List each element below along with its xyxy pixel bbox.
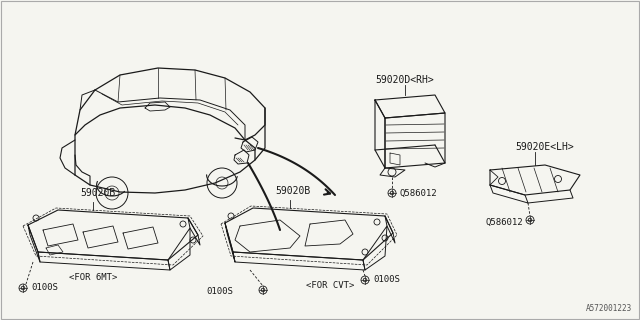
Text: <FOR 6MT>: <FOR 6MT> [69,273,117,282]
Text: 59020B: 59020B [80,188,115,198]
Text: 0100S: 0100S [373,276,400,284]
Text: A572001223: A572001223 [586,304,632,313]
Text: 59020B: 59020B [275,186,310,196]
Text: 0100S: 0100S [31,284,58,292]
Text: <FOR CVT>: <FOR CVT> [306,281,354,290]
Text: Q586012: Q586012 [400,188,438,197]
Text: 0100S: 0100S [206,287,233,297]
Text: 59020E<LH>: 59020E<LH> [515,142,573,152]
Text: 59020D<RH>: 59020D<RH> [375,75,434,85]
Text: Q586012: Q586012 [485,218,523,227]
